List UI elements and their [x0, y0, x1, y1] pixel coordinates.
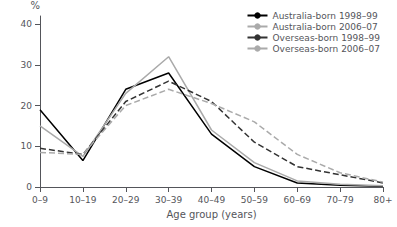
- svg-text:0: 0: [26, 182, 32, 192]
- svg-text:Overseas-born 2006–07: Overseas-born 2006–07: [272, 44, 380, 54]
- svg-text:10–19: 10–19: [69, 195, 97, 205]
- svg-text:%: %: [30, 0, 40, 11]
- svg-text:30: 30: [21, 60, 33, 70]
- svg-text:10: 10: [21, 141, 33, 151]
- svg-text:50–59: 50–59: [241, 195, 269, 205]
- svg-text:Age group (years): Age group (years): [166, 209, 256, 220]
- svg-text:20–29: 20–29: [112, 195, 140, 205]
- svg-text:Overseas-born 1998–99: Overseas-born 1998–99: [272, 33, 380, 43]
- svg-text:70–79: 70–79: [326, 195, 354, 205]
- svg-text:20: 20: [21, 101, 33, 111]
- svg-text:40: 40: [21, 19, 33, 29]
- svg-text:60–69: 60–69: [284, 195, 312, 205]
- svg-text:Australia-born 2006–07: Australia-born 2006–07: [272, 22, 377, 32]
- svg-text:Australia-born 1998–99: Australia-born 1998–99: [272, 11, 378, 21]
- svg-text:30–39: 30–39: [155, 195, 183, 205]
- svg-text:80+: 80+: [374, 195, 393, 205]
- svg-text:40–49: 40–49: [198, 195, 226, 205]
- svg-text:0–9: 0–9: [32, 195, 48, 205]
